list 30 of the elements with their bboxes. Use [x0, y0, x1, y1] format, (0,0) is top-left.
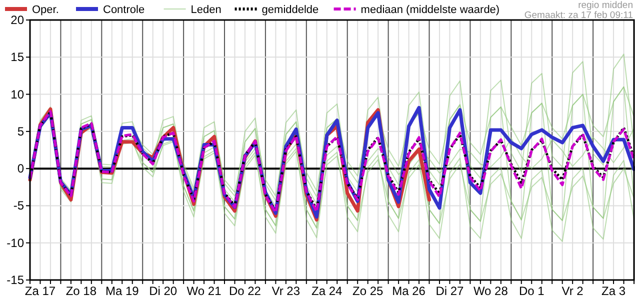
- x-tick-label: Di 20: [149, 284, 178, 298]
- y-tick-label: -15: [6, 273, 24, 287]
- y-tick-label: 10: [10, 87, 24, 102]
- y-tick-label: 15: [10, 50, 24, 64]
- x-tick-label: Di 27: [436, 284, 464, 298]
- x-tick-label: Za 24: [312, 284, 343, 298]
- x-tick-label: Za 17: [24, 284, 56, 298]
- y-tick-label: 0: [17, 162, 24, 176]
- y-tick-label: -5: [13, 198, 24, 213]
- x-tick-label: Zo 25: [352, 284, 384, 298]
- legend-label: Controle: [103, 4, 145, 16]
- legend-label: gemiddelde: [262, 4, 319, 16]
- text: regio midden: [578, 0, 633, 11]
- x-tick-label: Vr 23: [272, 284, 300, 298]
- y-tick-label: -10: [6, 236, 24, 250]
- x-tick-label: Ma 19: [105, 284, 140, 298]
- annotation: Gemaakt: za 17 feb 09:11: [524, 10, 633, 21]
- y-tick-label: 20: [10, 13, 24, 27]
- x-tick-label: Za 3: [602, 284, 626, 298]
- x-tick-label: Wo 21: [186, 284, 222, 298]
- x-tick-label: Wo 28: [473, 284, 508, 298]
- x-tick-label: Zo 18: [66, 284, 97, 298]
- legend-label: mediaan (middelste waarde): [360, 4, 500, 16]
- x-tick-label: Vr 2: [562, 284, 584, 298]
- y-tick-label: 5: [17, 124, 24, 138]
- legend-label: Oper.: [32, 4, 59, 16]
- legend-label: Leden: [190, 4, 222, 16]
- x-tick-label: Do 1: [518, 284, 545, 298]
- x-tick-label: Ma 26: [392, 284, 426, 298]
- x-tick-label: Do 22: [228, 284, 262, 298]
